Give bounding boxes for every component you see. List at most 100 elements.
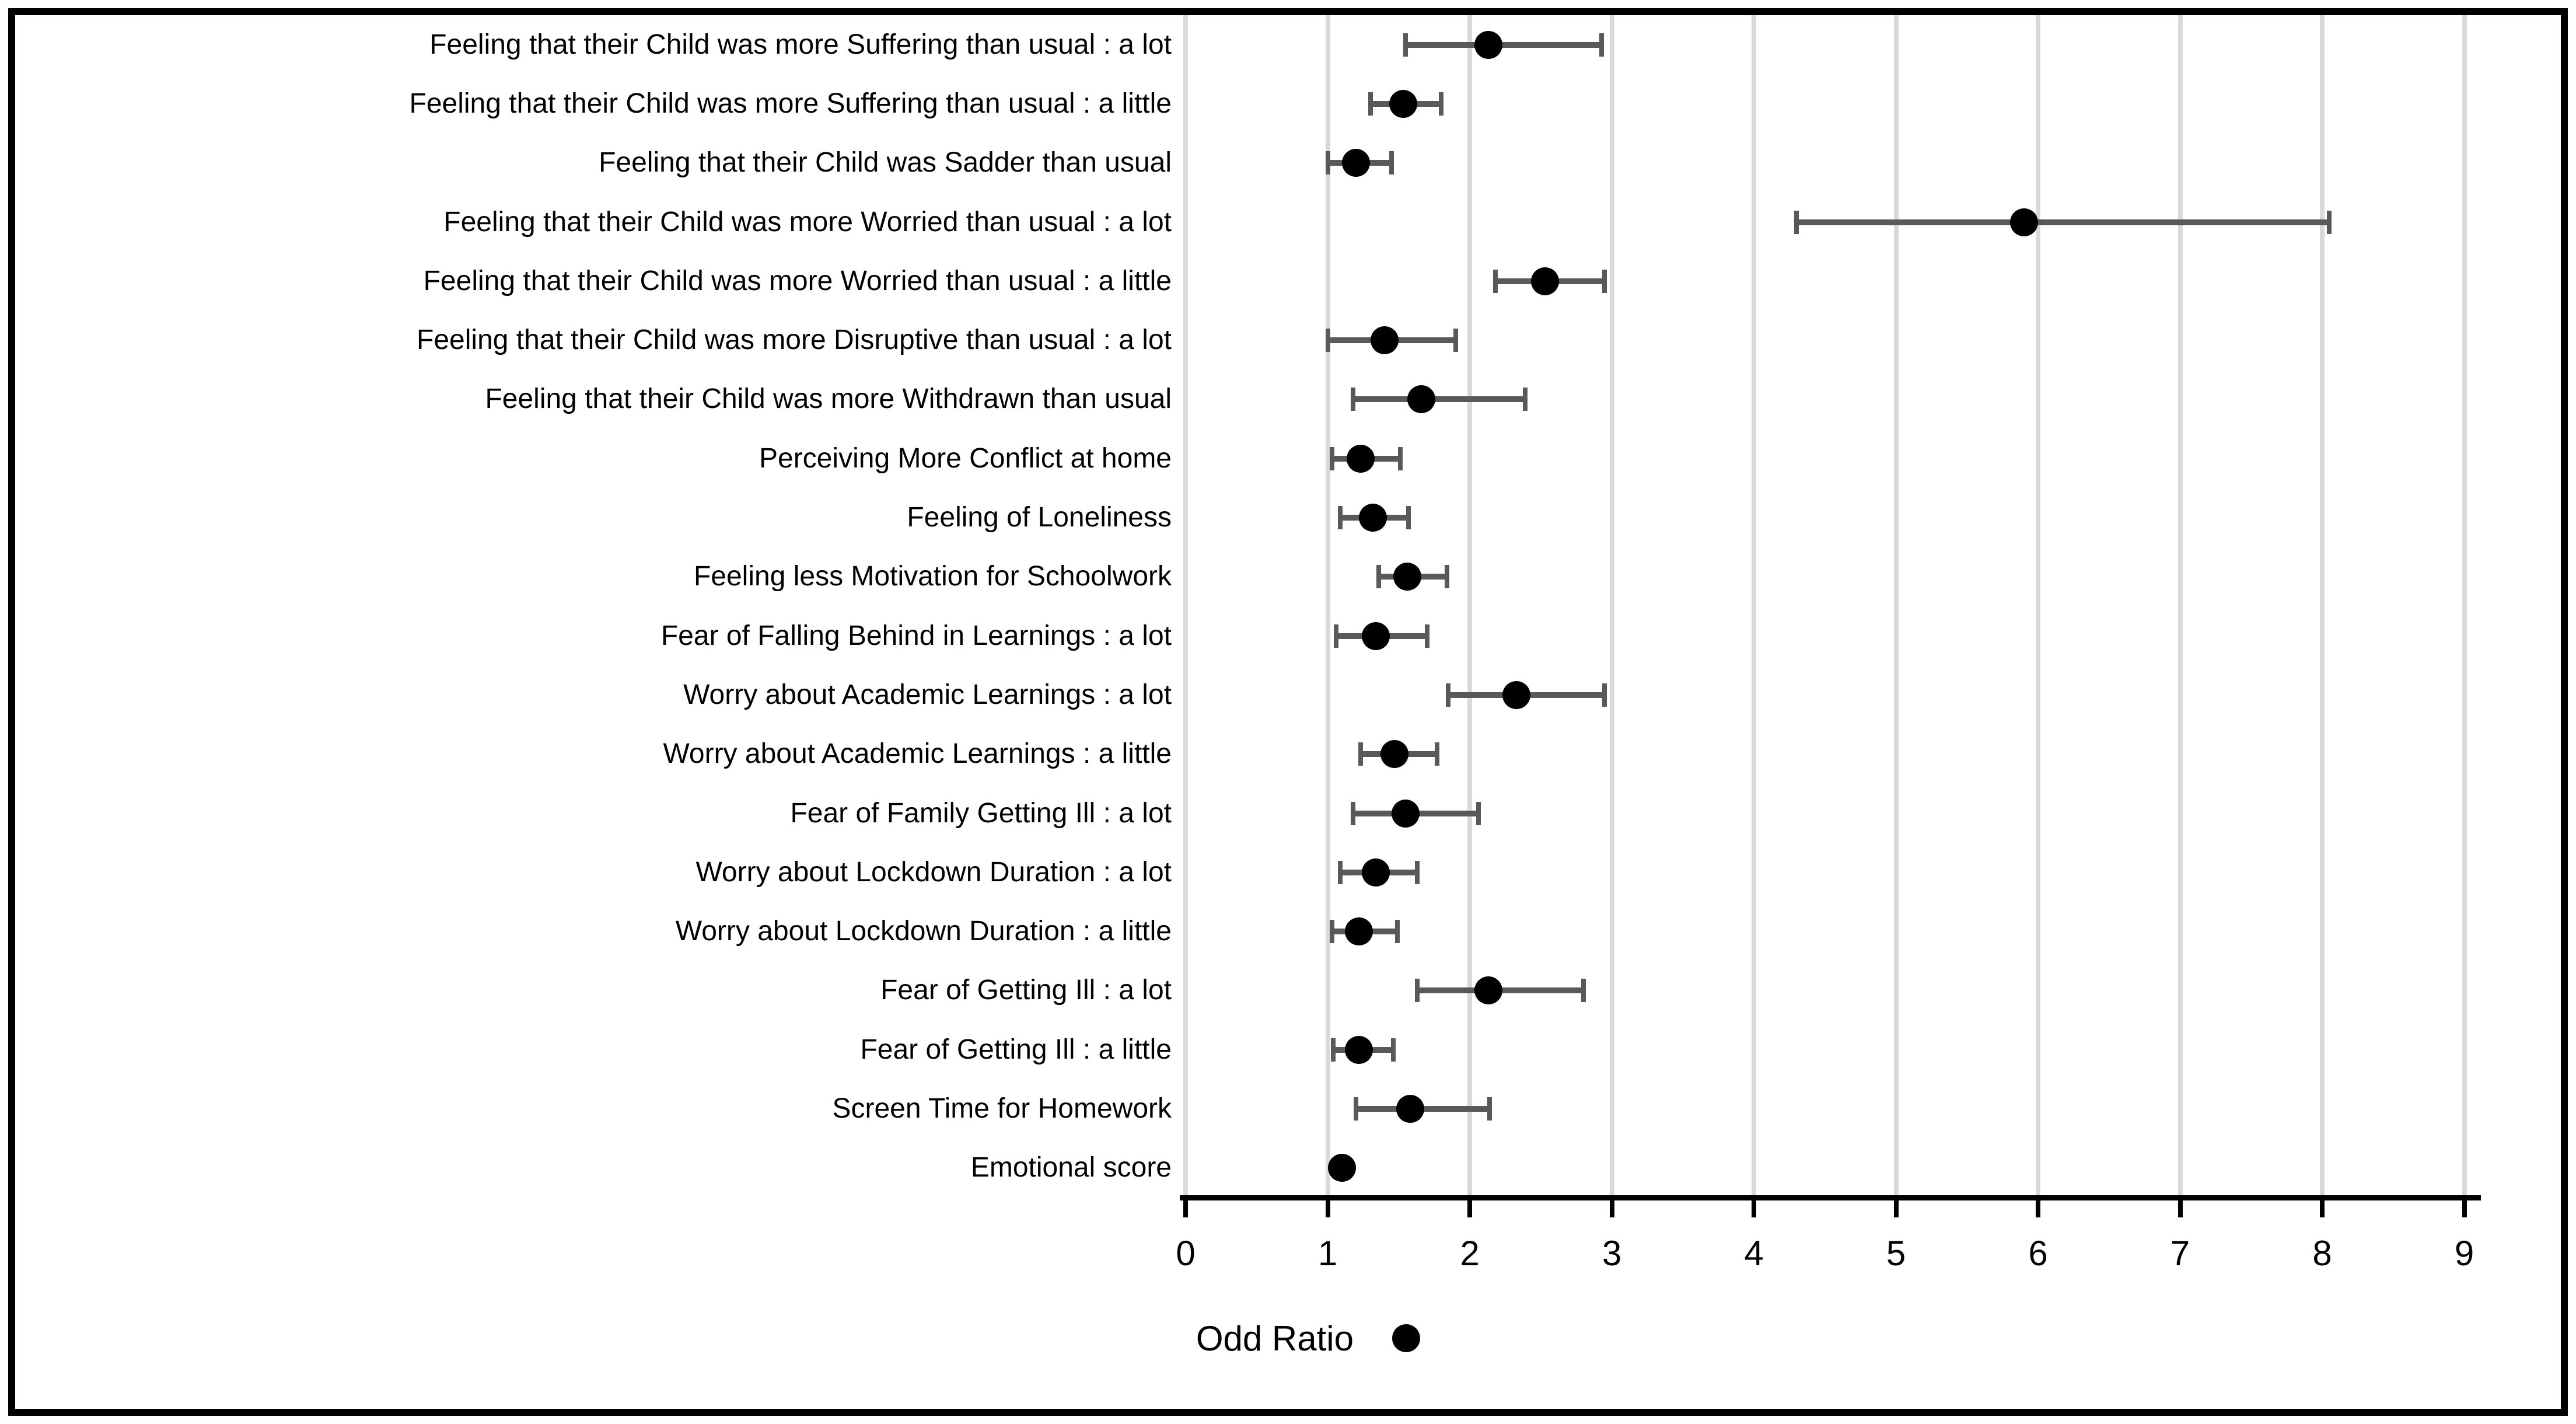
chart-border	[8, 8, 2568, 1416]
legend-marker-icon	[1392, 1324, 1420, 1352]
row-label: Feeling that their Child was more Worrie…	[443, 206, 1172, 238]
gridline	[1183, 15, 1188, 1198]
data-point	[1362, 622, 1390, 650]
axis-tick	[1752, 1198, 1756, 1217]
gridline	[2320, 15, 2325, 1198]
row-label: Perceiving More Conflict at home	[759, 442, 1172, 474]
gridline	[2177, 15, 2183, 1198]
error-bar-cap	[1351, 388, 1356, 411]
gridline	[2036, 15, 2040, 1198]
row-label: Feeling that their Child was more Withdr…	[485, 383, 1172, 415]
axis-tick-label: 5	[1886, 1234, 1906, 1273]
data-point	[1370, 326, 1399, 355]
axis-tick	[1893, 1198, 1899, 1217]
axis-tick	[1609, 1198, 1614, 1217]
data-point	[2009, 208, 2038, 236]
data-point	[1345, 1035, 1373, 1064]
error-bar-cap	[1368, 92, 1373, 116]
x-axis-line	[1180, 1195, 2481, 1200]
error-bar-cap	[1446, 683, 1451, 707]
data-point	[1502, 680, 1531, 709]
error-bar-cap	[1424, 624, 1429, 648]
axis-tick	[1325, 1198, 1330, 1217]
row-label: Fear of Getting Ill : a lot	[880, 975, 1172, 1006]
axis-tick	[2462, 1198, 2467, 1217]
error-bar-cap	[1329, 446, 1334, 470]
error-bar-cap	[1439, 92, 1444, 116]
axis-tick	[2036, 1198, 2040, 1217]
gridline	[1893, 15, 1899, 1198]
row-label: Feeling that their Child was Sadder than…	[599, 147, 1172, 179]
data-point	[1345, 917, 1373, 946]
error-bar-cap	[1397, 446, 1403, 470]
error-bar-cap	[1338, 506, 1343, 530]
error-bar-cap	[1338, 860, 1343, 884]
row-label: Feeling of Loneliness	[907, 502, 1172, 533]
data-point	[1389, 89, 1417, 118]
data-point	[1407, 385, 1436, 414]
error-bar-cap	[2327, 210, 2332, 234]
axis-tick	[1467, 1198, 1472, 1217]
error-bar-cap	[1354, 1097, 1359, 1121]
error-bar	[1353, 396, 1525, 403]
row-label: Worry about Academic Learnings : a littl…	[663, 738, 1172, 770]
error-bar-cap	[1602, 269, 1607, 293]
error-bar-cap	[1453, 329, 1458, 352]
row-label: Feeling that their Child was more Suffer…	[429, 29, 1172, 60]
error-bar	[1406, 41, 1602, 48]
error-bar-cap	[1394, 920, 1400, 944]
data-point	[1359, 504, 1387, 532]
row-label: Feeling that their Child was more Suffer…	[409, 88, 1172, 119]
data-point	[1474, 976, 1502, 1005]
gridline	[1752, 15, 1756, 1198]
error-bar-cap	[1581, 979, 1586, 1003]
gridline	[1609, 15, 1614, 1198]
row-label: Feeling less Motivation for Schoolwork	[693, 561, 1172, 592]
data-point	[1392, 799, 1420, 828]
error-bar-cap	[1445, 565, 1450, 589]
error-bar-cap	[1434, 742, 1439, 766]
data-point	[1362, 858, 1390, 886]
axis-tick-label: 0	[1176, 1234, 1196, 1273]
row-label: Feeling that their Child was more Worrie…	[423, 265, 1172, 296]
error-bar-cap	[1329, 920, 1334, 944]
error-bar-cap	[1325, 151, 1330, 175]
gridline	[1467, 15, 1472, 1198]
data-point	[1393, 563, 1421, 591]
data-point	[1474, 30, 1502, 59]
axis-tick-label: 4	[1744, 1234, 1764, 1273]
error-bar-cap	[1602, 683, 1607, 707]
error-bar-cap	[1331, 1038, 1336, 1062]
error-bar-cap	[1414, 979, 1420, 1003]
data-point	[1342, 149, 1371, 177]
error-bar-cap	[1351, 801, 1356, 825]
axis-tick	[1183, 1198, 1188, 1217]
axis-tick-label: 3	[1602, 1234, 1622, 1273]
error-bar-cap	[1599, 33, 1605, 57]
error-bar-cap	[1406, 506, 1411, 530]
row-label: Screen Time for Homework	[832, 1093, 1172, 1125]
axis-tick-label: 1	[1317, 1234, 1338, 1273]
row-label: Worry about Academic Learnings : a lot	[683, 679, 1172, 710]
axis-tick	[2320, 1198, 2325, 1217]
axis-tick	[2177, 1198, 2183, 1217]
axis-tick-label: 8	[2312, 1234, 2332, 1273]
data-point	[1380, 740, 1408, 769]
axis-tick-label: 2	[1460, 1234, 1480, 1273]
data-point	[1327, 1154, 1356, 1182]
error-bar-cap	[1325, 329, 1330, 352]
error-bar-cap	[1493, 269, 1498, 293]
error-bar-cap	[1403, 33, 1408, 57]
error-bar-cap	[1414, 860, 1420, 884]
row-label: Feeling that their Child was more Disrup…	[417, 324, 1172, 356]
error-bar-cap	[1522, 388, 1528, 411]
data-point	[1396, 1095, 1424, 1123]
error-bar-cap	[1476, 801, 1481, 825]
axis-tick-label: 9	[2454, 1234, 2474, 1273]
error-bar-cap	[1358, 742, 1363, 766]
data-point	[1531, 267, 1560, 295]
error-bar-cap	[1487, 1097, 1493, 1121]
row-label: Worry about Lockdown Duration : a lot	[695, 856, 1172, 888]
gridline	[2462, 15, 2467, 1198]
